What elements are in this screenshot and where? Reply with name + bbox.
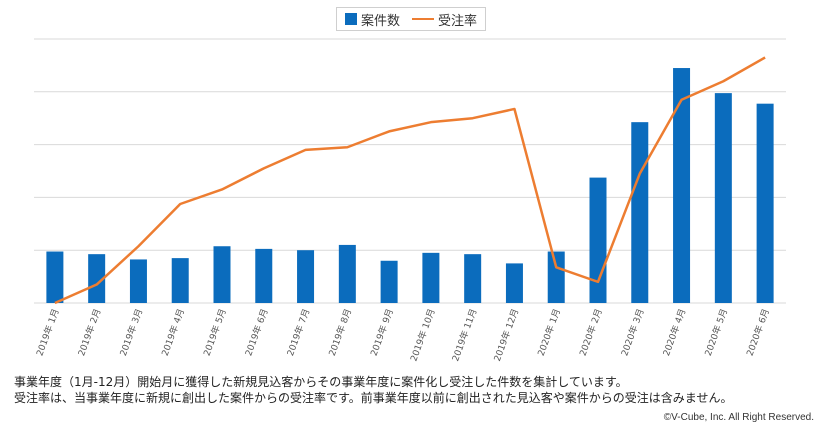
legend-line-label: 受注率 (438, 13, 478, 29)
bar-2 (88, 254, 106, 303)
legend-line-swatch (412, 18, 435, 20)
bar-10 (422, 252, 440, 303)
chart: 2019年 1月 2019年 2月 2019年 3月 2019年 4月 2019年 5月… (34, 7, 786, 363)
x-tick-label-11: 2019年 11月 (449, 307, 479, 363)
bar-11 (464, 254, 482, 303)
bar-13 (547, 251, 565, 303)
x-tick-label-1: 2019年 1月 (34, 307, 62, 358)
legend-item-bar: 案件数 (345, 10, 400, 29)
chart-notes: 事業年度（1月-12月）開始月に獲得した新規見込客からその事業年度に案件化し受注… (14, 374, 732, 406)
legend-bar-swatch (345, 13, 357, 25)
line-series-acceptance-rate (54, 56, 766, 305)
bar-4 (171, 258, 189, 303)
x-tick-label-13: 2020年 1月 (535, 307, 563, 358)
x-tick-label-6: 2019年 6月 (242, 307, 270, 358)
note-line-2: 受注率は、当事業年度に新規に創出した案件からの受注率です。前事業年度以前に創出さ… (14, 391, 733, 405)
x-tick-label-16: 2020年 4月 (660, 307, 688, 358)
bar-8 (338, 244, 356, 303)
bar-14 (589, 177, 607, 303)
bar-7 (297, 250, 315, 303)
x-tick-label-3: 2019年 3月 (117, 307, 145, 358)
copyright-text: ©V-Cube, Inc. All Right Reserved. (663, 412, 814, 423)
bar-3 (129, 259, 147, 303)
x-tick-label-18: 2020年 6月 (744, 307, 772, 358)
x-tick-label-5: 2019年 5月 (201, 307, 229, 358)
bar-16 (673, 68, 691, 303)
x-tick-label-12: 2019年 12月 (491, 307, 521, 363)
x-tick-label-9: 2019年 9月 (368, 307, 396, 358)
x-tick-label-17: 2020年 5月 (702, 307, 730, 358)
bar-15 (631, 122, 649, 303)
x-tick-label-4: 2019年 4月 (159, 307, 187, 358)
bar-9 (380, 260, 398, 303)
bar-17 (714, 93, 732, 304)
chart-svg: 2019年 1月 2019年 2月 2019年 3月 2019年 4月 2019年 5月… (34, 38, 786, 363)
bar-5 (213, 246, 231, 303)
x-tick-label-10: 2019年 10月 (408, 307, 438, 363)
x-tick-label-14: 2020年 2月 (577, 307, 605, 358)
bar-6 (255, 248, 273, 303)
bar-1 (46, 251, 64, 303)
legend-bar-label: 案件数 (361, 13, 401, 29)
x-tick-label-15: 2020年 3月 (618, 307, 646, 358)
x-tick-label-8: 2019年 8月 (326, 307, 354, 358)
legend-item-line: 受注率 (412, 10, 477, 29)
bar-18 (756, 103, 774, 304)
chart-legend: 案件数 受注率 (336, 7, 487, 31)
bar-12 (505, 263, 523, 303)
x-tick-label-7: 2019年 7月 (284, 307, 312, 358)
x-tick-label-2: 2019年 2月 (75, 307, 103, 358)
note-line-1: 事業年度（1月-12月）開始月に獲得した新規見込客からその事業年度に案件化し受注… (14, 375, 628, 389)
